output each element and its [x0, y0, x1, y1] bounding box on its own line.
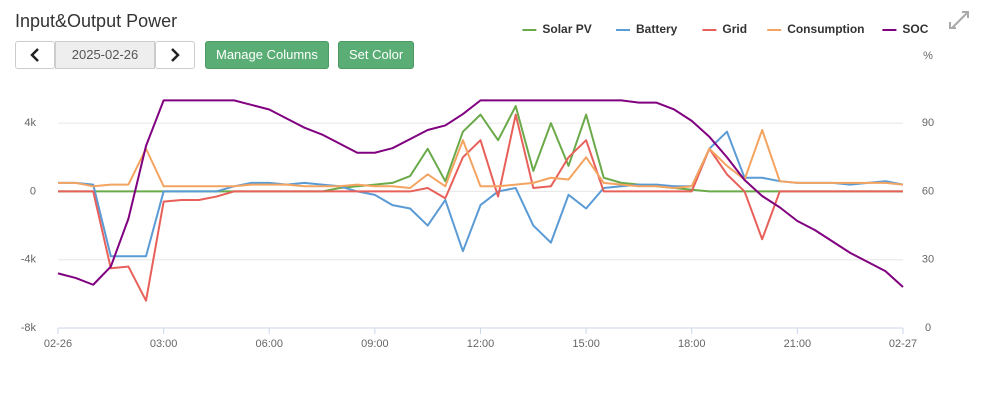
set-color-button[interactable]: Set Color	[338, 41, 415, 69]
series-line	[58, 113, 903, 302]
x-tick-label: 02-27	[889, 338, 917, 350]
x-tick-label: 15:00	[572, 338, 600, 350]
series-line	[58, 105, 903, 193]
expand-icon	[949, 11, 969, 29]
date-picker[interactable]: 2025-02-26	[55, 41, 155, 69]
x-tick-label: 21:00	[784, 338, 812, 350]
x-tick-label: 03:00	[150, 338, 178, 350]
x-tick-label: 12:00	[467, 338, 495, 350]
y-tick-label: 4k	[24, 117, 36, 129]
legend-label: SOC	[902, 22, 928, 36]
x-tick-label: 18:00	[678, 338, 706, 350]
series-line	[57, 99, 904, 288]
next-icon	[171, 48, 180, 62]
series-line	[58, 128, 904, 190]
legend-label: Consumption	[787, 22, 864, 36]
x-tick-label: 06:00	[255, 338, 283, 350]
manage-columns-button[interactable]: Manage Columns	[205, 41, 329, 69]
series-line	[58, 130, 904, 258]
y2-tick-label: 60	[922, 185, 934, 197]
y2-axis-label: %	[923, 50, 933, 62]
legend-label: Grid	[722, 22, 747, 36]
prev-day-button[interactable]	[15, 41, 55, 69]
x-tick-label: 02-26	[44, 338, 72, 350]
x-tick-label: 09:00	[361, 338, 389, 350]
legend-label: Battery	[636, 22, 678, 36]
y2-tick-label: 30	[922, 254, 934, 266]
legend-label: Solar PV	[542, 22, 591, 36]
prev-icon	[30, 48, 39, 62]
y-tick-label: 0	[30, 185, 36, 197]
y2-tick-label: 0	[925, 322, 931, 334]
y-tick-label: -8k	[21, 322, 37, 334]
next-day-button[interactable]	[155, 41, 195, 69]
y-tick-label: -4k	[21, 254, 37, 266]
y2-tick-label: 90	[922, 117, 934, 129]
chart-title: Input&Output Power	[15, 11, 178, 31]
